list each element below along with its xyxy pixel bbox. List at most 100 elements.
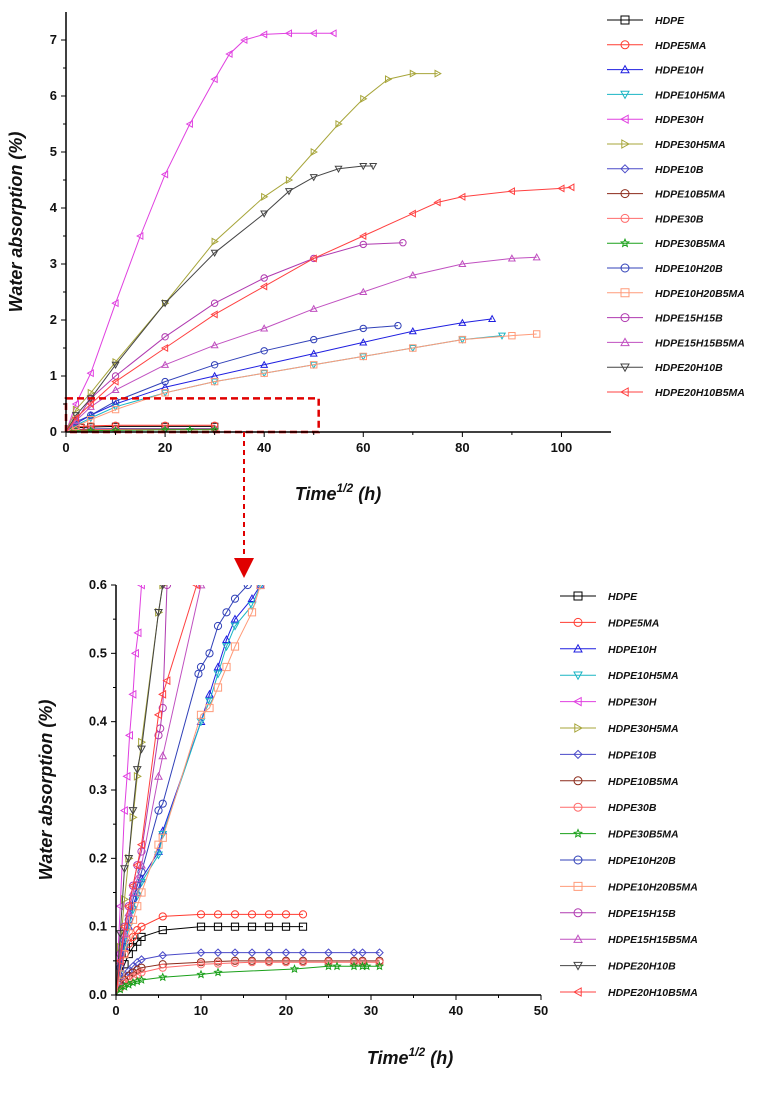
legend-label: HDPE10H bbox=[655, 65, 704, 77]
data-point-HDPE30H bbox=[136, 231, 144, 241]
legend-swatch-marker bbox=[573, 961, 583, 971]
data-point-HDPE10H20B5MA bbox=[458, 335, 467, 344]
data-point-HDPE10B bbox=[158, 951, 168, 960]
y-tick-label: 0.6 bbox=[89, 577, 107, 592]
data-point-HDPE10H20B bbox=[310, 335, 318, 344]
legend-label: HDPE10B bbox=[608, 749, 657, 761]
data-point-HDPE10B5MA bbox=[196, 958, 206, 967]
x-tick-label: 30 bbox=[364, 1003, 378, 1018]
data-point-HDPE15H15B bbox=[158, 703, 167, 713]
legend-entry-HDPE10H5MA: HDPE10H5MA bbox=[560, 670, 679, 682]
data-point-HDPE15H15B5MA bbox=[196, 585, 206, 589]
legend-swatch-marker bbox=[573, 591, 583, 601]
legend-label: HDPE30H bbox=[608, 697, 657, 709]
data-point-HDPE20H10B5MA bbox=[158, 689, 167, 699]
series-HDPE20H10B5MA bbox=[116, 585, 201, 995]
legend-entry-HDPE10H5MA: HDPE10H5MA bbox=[607, 89, 726, 101]
data-point-HDPE15H15B bbox=[162, 585, 172, 590]
data-point-HDPE30B bbox=[298, 958, 308, 967]
data-point-HDPE10H20B bbox=[158, 799, 167, 808]
data-point-HDPE10H bbox=[230, 614, 240, 623]
data-point-HDPE20H10B5MA bbox=[86, 399, 94, 409]
data-point-HDPE30B5MA bbox=[160, 425, 170, 432]
data-point-HDPE20H10B bbox=[132, 766, 142, 775]
data-point-HDPE10H20B5MA bbox=[137, 888, 146, 897]
legend-label: HDPE10H20B bbox=[655, 263, 723, 275]
data-point-HDPE30H bbox=[124, 730, 133, 740]
legend-swatch-marker bbox=[620, 64, 630, 74]
series-HDPE10H20B bbox=[66, 321, 402, 432]
legend-swatch-marker bbox=[620, 213, 630, 223]
data-point-HDPE10B bbox=[230, 948, 240, 957]
data-point-HDPE15H15B5MA bbox=[111, 385, 120, 394]
data-point-HDPE30H bbox=[130, 648, 139, 658]
data-point-HDPE20H10B5MA bbox=[119, 922, 128, 932]
legend-label: HDPE5MA bbox=[655, 40, 706, 52]
data-point-HDPE10H20B bbox=[194, 669, 203, 678]
data-point-HDPE10H20B bbox=[260, 347, 268, 355]
y-tick-label: 4 bbox=[50, 200, 58, 215]
data-point-HDPE15H15B bbox=[210, 299, 219, 307]
data-point-HDPE5MA bbox=[137, 922, 146, 931]
legend-label: HDPE10H bbox=[608, 644, 657, 656]
data-point-HDPE10H20B bbox=[196, 662, 206, 672]
legend-entry-HDPE30B5MA: HDPE30B5MA bbox=[560, 828, 679, 841]
data-point-HDPE10H20B5MA bbox=[260, 369, 268, 377]
data-point-HDPE10B bbox=[358, 948, 367, 957]
data-point-HDPE15H15B bbox=[161, 333, 169, 341]
legend-label: HDPE10B5MA bbox=[608, 776, 679, 788]
y-tick-label: 0.4 bbox=[89, 714, 108, 729]
series-HDPE20H10B bbox=[66, 162, 378, 432]
data-point-HDPE10B bbox=[196, 948, 206, 957]
legend-label: HDPE30B5MA bbox=[608, 829, 679, 841]
legend-swatch-marker bbox=[573, 881, 583, 891]
legend-swatch-marker bbox=[573, 934, 583, 943]
data-point-HDPE20H10B5MA bbox=[192, 585, 201, 590]
data-point-HDPE5MA bbox=[196, 910, 206, 919]
data-point-HDPE30B5MA bbox=[136, 975, 147, 984]
data-point-HDPE30B5MA bbox=[323, 961, 334, 971]
data-point-HDPE30H bbox=[111, 299, 119, 308]
data-point-HDPE20H10B5MA bbox=[160, 343, 169, 353]
data-point-HDPE30H5MA bbox=[133, 771, 142, 781]
y-tick-label: 0.2 bbox=[89, 850, 107, 865]
data-point-HDPE10H20B5MA bbox=[409, 344, 417, 352]
data-point-HDPE10H20B5MA bbox=[87, 415, 95, 424]
data-point-HDPE20H10B5MA bbox=[136, 840, 145, 850]
series-HDPE30B5MA bbox=[116, 961, 385, 995]
legend-label: HDPE30B5MA bbox=[655, 238, 726, 250]
legend-entry-HDPE30H5MA: HDPE30H5MA bbox=[560, 723, 679, 735]
zoomed-axes: 0 10 20 30 40 50 0.0 0.1 0.2 0.3 0.4 0.5 0.6 bbox=[89, 577, 548, 1018]
series-HDPE15H15B bbox=[66, 239, 407, 432]
data-point-HDPE30H bbox=[185, 119, 193, 129]
data-point-HDPE10H20B bbox=[87, 411, 95, 419]
data-point-HDPE10B bbox=[264, 948, 274, 957]
y-tick-label: 0.5 bbox=[89, 645, 107, 660]
series-line-HDPE20H10B bbox=[66, 165, 374, 432]
data-point-HDPE20H10B bbox=[128, 807, 138, 816]
data-point-HDPE10H20B5MA bbox=[158, 833, 167, 842]
data-point-HDPE30B bbox=[158, 963, 167, 972]
data-point-HDPE20H10B bbox=[210, 249, 219, 258]
data-point-HDPE10H20B5MA bbox=[230, 642, 240, 651]
data-point-HDPE20H10B bbox=[111, 361, 120, 370]
data-point-HDPE10H5MA bbox=[257, 585, 264, 590]
series-HDPE10H5MA bbox=[66, 332, 507, 432]
data-point-HDPE10H20B5MA bbox=[222, 662, 231, 672]
data-point-HDPE10H5MA bbox=[230, 622, 240, 631]
series-line-HDPE15H15B bbox=[66, 242, 403, 432]
data-point-HDPE15H15B5MA bbox=[210, 340, 219, 349]
data-point-HDPE30H5MA bbox=[261, 192, 269, 201]
data-point-HDPE5MA bbox=[230, 910, 240, 919]
data-point-HDPE20H10B5MA bbox=[116, 956, 124, 966]
y-tick-label: 2 bbox=[50, 312, 57, 327]
series-line-HDPE30H bbox=[116, 585, 142, 995]
data-point-HDPE15H15B5MA bbox=[309, 304, 318, 312]
data-point-HDPE10B5MA bbox=[137, 963, 146, 972]
data-point-HDPE30B5MA bbox=[362, 961, 372, 971]
data-point-HDPE20H10B5MA bbox=[259, 282, 268, 291]
data-point-HDPE10H20B5MA bbox=[111, 405, 120, 414]
data-point-HDPE15H15B5MA bbox=[408, 270, 417, 279]
data-point-HDPE bbox=[247, 922, 257, 931]
data-point-HDPE15H15B5MA bbox=[260, 324, 269, 332]
